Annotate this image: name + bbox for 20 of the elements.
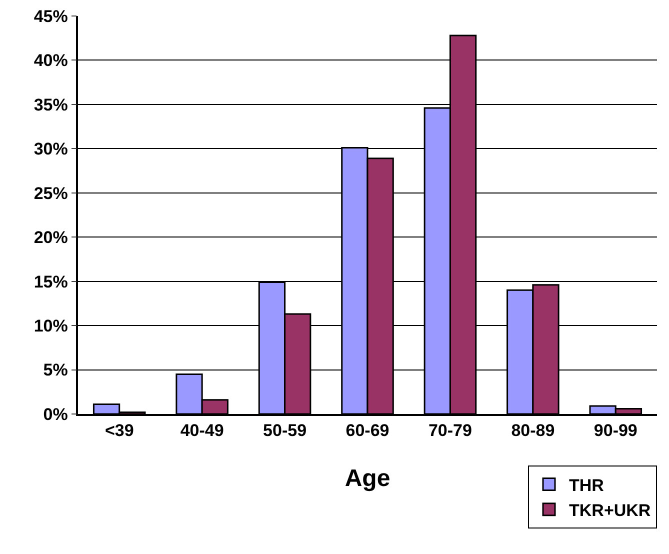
x-tick-label: 60-69 — [346, 421, 390, 440]
x-tick-label: 40-49 — [180, 421, 224, 440]
x-tick-label: 80-89 — [511, 421, 555, 440]
x-tick-label: 90-99 — [594, 421, 638, 440]
y-tick-label: 40% — [34, 51, 68, 70]
y-tick-label: 25% — [34, 184, 68, 203]
x-axis-title: Age — [344, 464, 390, 492]
legend-label: THR — [569, 476, 604, 495]
y-tick-label: 30% — [34, 140, 68, 159]
y-tick-label: 15% — [34, 272, 68, 292]
x-tick-label: <39 — [104, 421, 134, 440]
y-tick-label: 0% — [43, 404, 68, 424]
y-tick-label: 10% — [34, 316, 68, 336]
x-tick-label: 70-79 — [428, 421, 472, 440]
y-tick-label: 35% — [34, 95, 68, 114]
y-tick-label: 45% — [34, 6, 68, 26]
y-tick-label: 20% — [34, 228, 68, 248]
legend-label: TKR+UKR — [569, 501, 651, 520]
y-tick-label: 5% — [43, 360, 68, 380]
x-tick-label: 50-59 — [263, 421, 307, 440]
